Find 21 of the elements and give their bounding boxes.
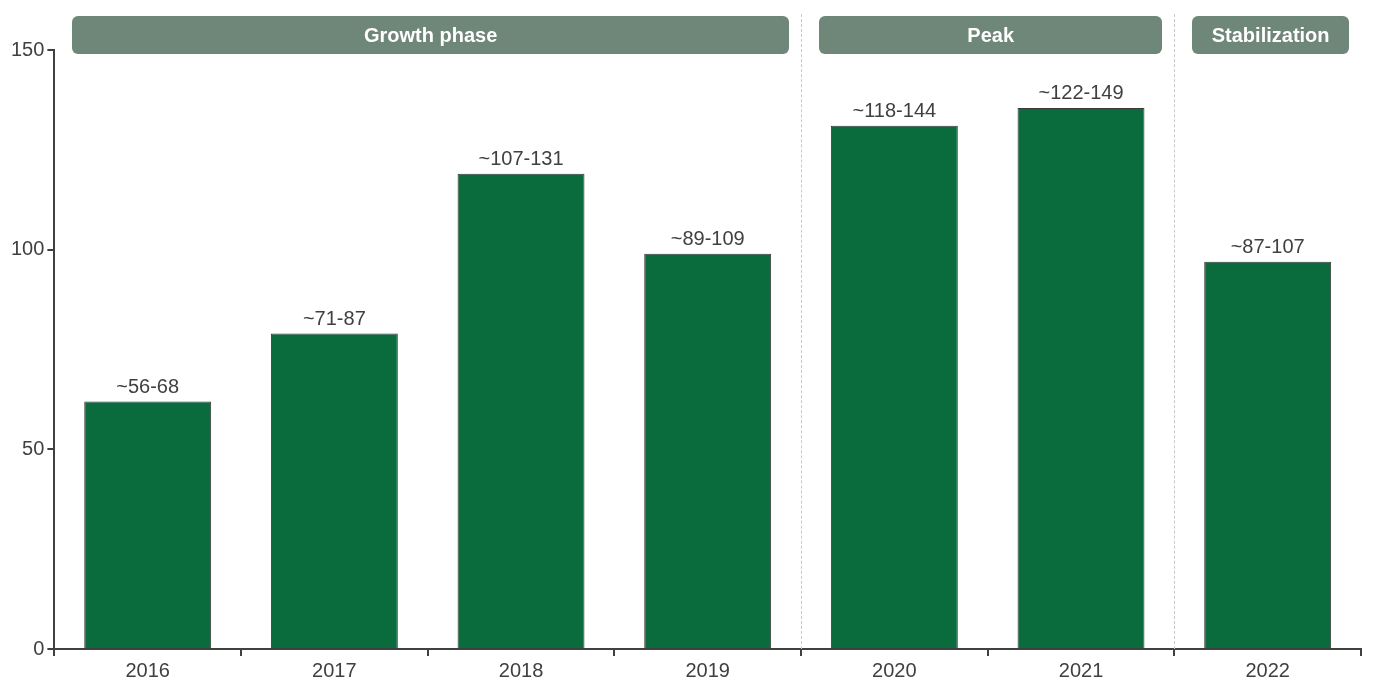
x-tick-label: 2016 <box>125 658 170 681</box>
phase-header: Stabilization <box>1192 16 1349 54</box>
data-label: ~89-109 <box>670 227 745 250</box>
data-label: ~56-68 <box>116 374 180 397</box>
y-tick-label: 100 <box>10 237 45 260</box>
x-tick-label: 2021 <box>1058 658 1104 681</box>
x-tick-label: 2018 <box>498 658 544 681</box>
phase-header: Growth phase <box>72 16 789 54</box>
y-tick-label: 150 <box>10 37 45 60</box>
x-tick-label: 2017 <box>312 658 357 681</box>
data-label: ~118-144 <box>852 99 937 122</box>
data-label: ~71-87 <box>302 307 366 330</box>
data-label: ~122-149 <box>1038 81 1124 104</box>
y-tick-label: 0 <box>33 636 45 659</box>
data-label: ~107-131 <box>478 147 564 170</box>
x-tick-label: 2022 <box>1245 658 1290 681</box>
x-tick-label: 2019 <box>685 658 730 681</box>
y-tick-label: 50 <box>22 436 45 459</box>
x-tick-label: 2020 <box>872 658 917 681</box>
data-label: ~87-107 <box>1230 235 1305 258</box>
phase-header: Peak <box>819 16 1163 54</box>
